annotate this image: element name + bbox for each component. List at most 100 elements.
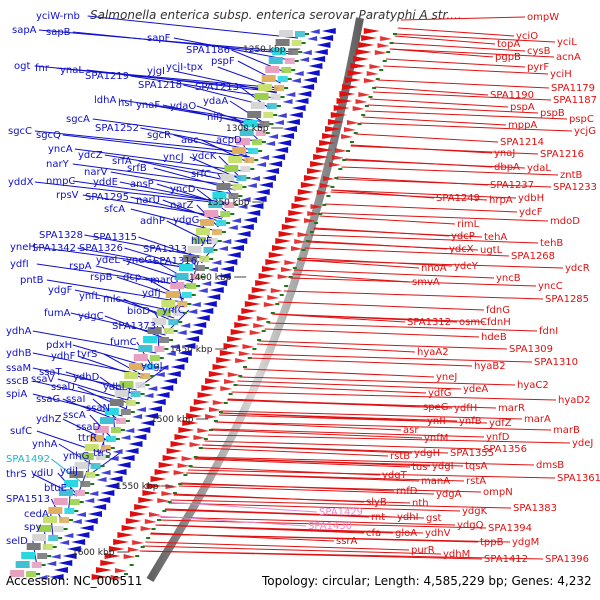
- feature-block: [21, 552, 36, 559]
- right-gene-arrow: [265, 259, 282, 265]
- right-gene-arrow: [108, 546, 125, 552]
- right-gene-connector-line: [194, 457, 464, 467]
- track-marker: [140, 393, 145, 395]
- left-gene-arrow: [211, 260, 222, 265]
- track-marker: [392, 33, 397, 35]
- right-gene-arrow: [110, 575, 123, 580]
- right-gene-label: ydcP: [451, 231, 475, 242]
- feature-block: [208, 201, 223, 208]
- track-marker: [155, 366, 160, 368]
- left-gene-label: SPA1373: [112, 321, 156, 332]
- left-gene-label: ttrR: [78, 433, 97, 444]
- right-gene-connector-line: [227, 399, 497, 409]
- track-marker: [349, 141, 354, 143]
- left-gene-label: spiA: [6, 389, 27, 400]
- left-gene-label: yncJ: [163, 152, 184, 163]
- left-gene-arrow: [309, 29, 320, 34]
- track-marker: [47, 555, 52, 557]
- right-gene-arrow: [142, 490, 159, 496]
- left-gene-label: pntB: [20, 275, 44, 286]
- feature-block: [291, 40, 302, 46]
- left-gene-arrow: [229, 245, 244, 251]
- left-gene-arrow: [237, 204, 248, 209]
- track-marker: [284, 285, 289, 287]
- right-gene-arrow: [322, 133, 339, 139]
- right-gene-arrow: [100, 560, 117, 566]
- right-gene-connector-line: [278, 301, 485, 311]
- left-gene-connector-line: [51, 458, 85, 485]
- left-gene-label: sscB: [6, 376, 29, 387]
- left-gene-label: sgcA: [66, 114, 90, 125]
- right-gene-label: yciO: [516, 31, 538, 42]
- left-gene-arrow: [255, 189, 270, 195]
- right-gene-label: ydcY: [454, 261, 479, 272]
- right-gene-arrow: [117, 532, 134, 538]
- right-gene-connector-line: [168, 502, 461, 512]
- right-gene-label: ynfD: [486, 432, 510, 443]
- track-marker: [182, 312, 187, 314]
- left-gene-arrow: [132, 434, 147, 440]
- left-gene-arrow: [294, 98, 309, 104]
- feature-block: [95, 454, 106, 460]
- right-gene-connector-line: [237, 380, 462, 390]
- left-gene-label: ydfJ: [142, 288, 161, 299]
- left-gene-connector-line: [74, 148, 244, 172]
- right-gene-connector-line: [207, 434, 571, 444]
- left-gene-connector-line: [86, 69, 277, 93]
- right-gene-arrow: [146, 483, 163, 489]
- right-gene-label: tehA: [484, 232, 507, 243]
- left-gene-arrow: [285, 92, 296, 97]
- track-marker: [294, 60, 299, 62]
- left-gene-label: ycjI-tpx: [166, 62, 203, 73]
- left-gene-label: yddE: [93, 177, 118, 188]
- right-gene-arrow: [307, 168, 324, 174]
- left-gene-connector-line: [32, 330, 157, 354]
- right-gene-label: pspB: [540, 108, 565, 119]
- track-marker: [291, 69, 296, 71]
- feature-block: [130, 391, 141, 397]
- track-marker: [198, 447, 203, 449]
- track-marker: [276, 105, 281, 107]
- right-gene-connector-line: [365, 110, 568, 120]
- right-gene-arrow: [150, 476, 167, 482]
- feature-block: [275, 39, 290, 46]
- right-gene-label: SPA1179: [551, 83, 595, 94]
- left-gene-arrow: [258, 182, 273, 188]
- right-gene-arrow: [319, 140, 336, 146]
- left-gene-connector-line: [123, 298, 173, 322]
- left-gene-label: ydeL: [96, 255, 120, 266]
- feature-block: [232, 184, 243, 190]
- left-gene-arrow: [92, 504, 107, 510]
- right-gene-connector-line: [367, 104, 539, 114]
- track-marker: [298, 51, 303, 53]
- track-marker: [200, 276, 205, 278]
- right-gene-arrow: [251, 287, 268, 293]
- left-gene-arrow: [112, 449, 123, 454]
- left-gene-arrow: [108, 456, 119, 461]
- right-gene-arrow: [255, 280, 272, 286]
- right-gene-connector-line: [200, 447, 389, 457]
- right-gene-label: ssrA: [336, 536, 358, 547]
- track-marker: [247, 357, 252, 359]
- left-gene-arrow: [217, 246, 228, 251]
- left-gene-arrow: [280, 133, 295, 139]
- left-gene-label: yncD: [170, 184, 196, 195]
- feature-block: [104, 408, 119, 415]
- left-gene-arrow: [100, 470, 111, 475]
- track-marker: [151, 528, 156, 530]
- right-gene-label: mppA: [508, 120, 537, 131]
- right-gene-connector-line: [251, 353, 533, 363]
- right-gene-label: yciH: [550, 69, 572, 80]
- right-gene-arrow: [310, 204, 323, 209]
- right-gene-connector-line: [350, 145, 539, 155]
- left-gene-connector-line: [32, 352, 145, 376]
- left-gene-arrow: [311, 56, 326, 62]
- left-gene-arrow: [75, 532, 90, 538]
- feature-block: [177, 301, 188, 307]
- left-gene-label: yciW-rnb: [36, 11, 80, 22]
- track-marker: [52, 546, 57, 548]
- left-gene-connector-line: [77, 247, 199, 271]
- feature-block: [59, 517, 70, 523]
- left-gene-arrow: [100, 490, 115, 496]
